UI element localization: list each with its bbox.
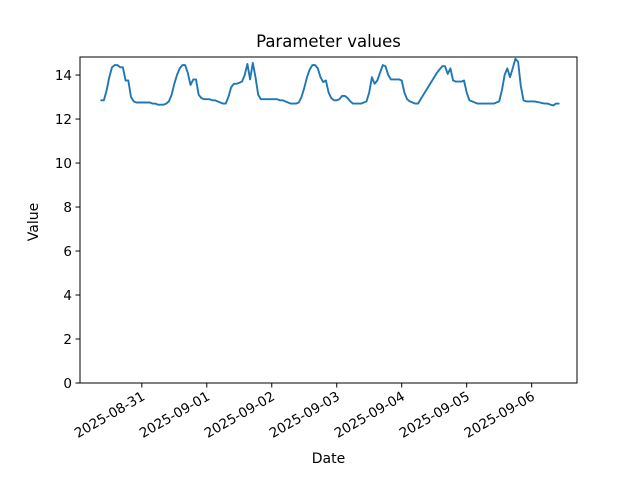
y-tick-label: 8 [63,200,72,216]
x-axis-ticks: 2025-08-312025-09-012025-09-022025-09-03… [72,383,538,442]
y-tick-label: 10 [55,156,72,172]
y-tick-label: 12 [55,112,72,128]
y-axis-ticks: 0 2 4 6 8 10 12 14 [55,68,80,392]
y-tick-label: 6 [63,244,72,260]
x-axis-label: Date [312,451,345,467]
x-tick-label: 2025-09-03 [267,389,343,442]
x-tick-label: 2025-09-01 [137,389,213,442]
y-tick-label: 4 [63,288,72,304]
y-axis-label: Value [26,203,42,241]
data-line [100,57,560,107]
x-tick-label: 2025-09-06 [462,389,538,442]
x-tick-label: 2025-09-02 [202,389,278,442]
x-tick-label: 2025-08-31 [72,389,148,442]
x-tick-label: 2025-09-05 [397,389,473,442]
chart-title: Parameter values [256,32,401,51]
y-tick-label: 14 [55,68,72,84]
y-tick-label: 2 [63,332,72,348]
y-tick-label: 0 [63,376,72,392]
x-tick-label: 2025-09-04 [332,389,408,442]
plot-area [79,56,578,384]
